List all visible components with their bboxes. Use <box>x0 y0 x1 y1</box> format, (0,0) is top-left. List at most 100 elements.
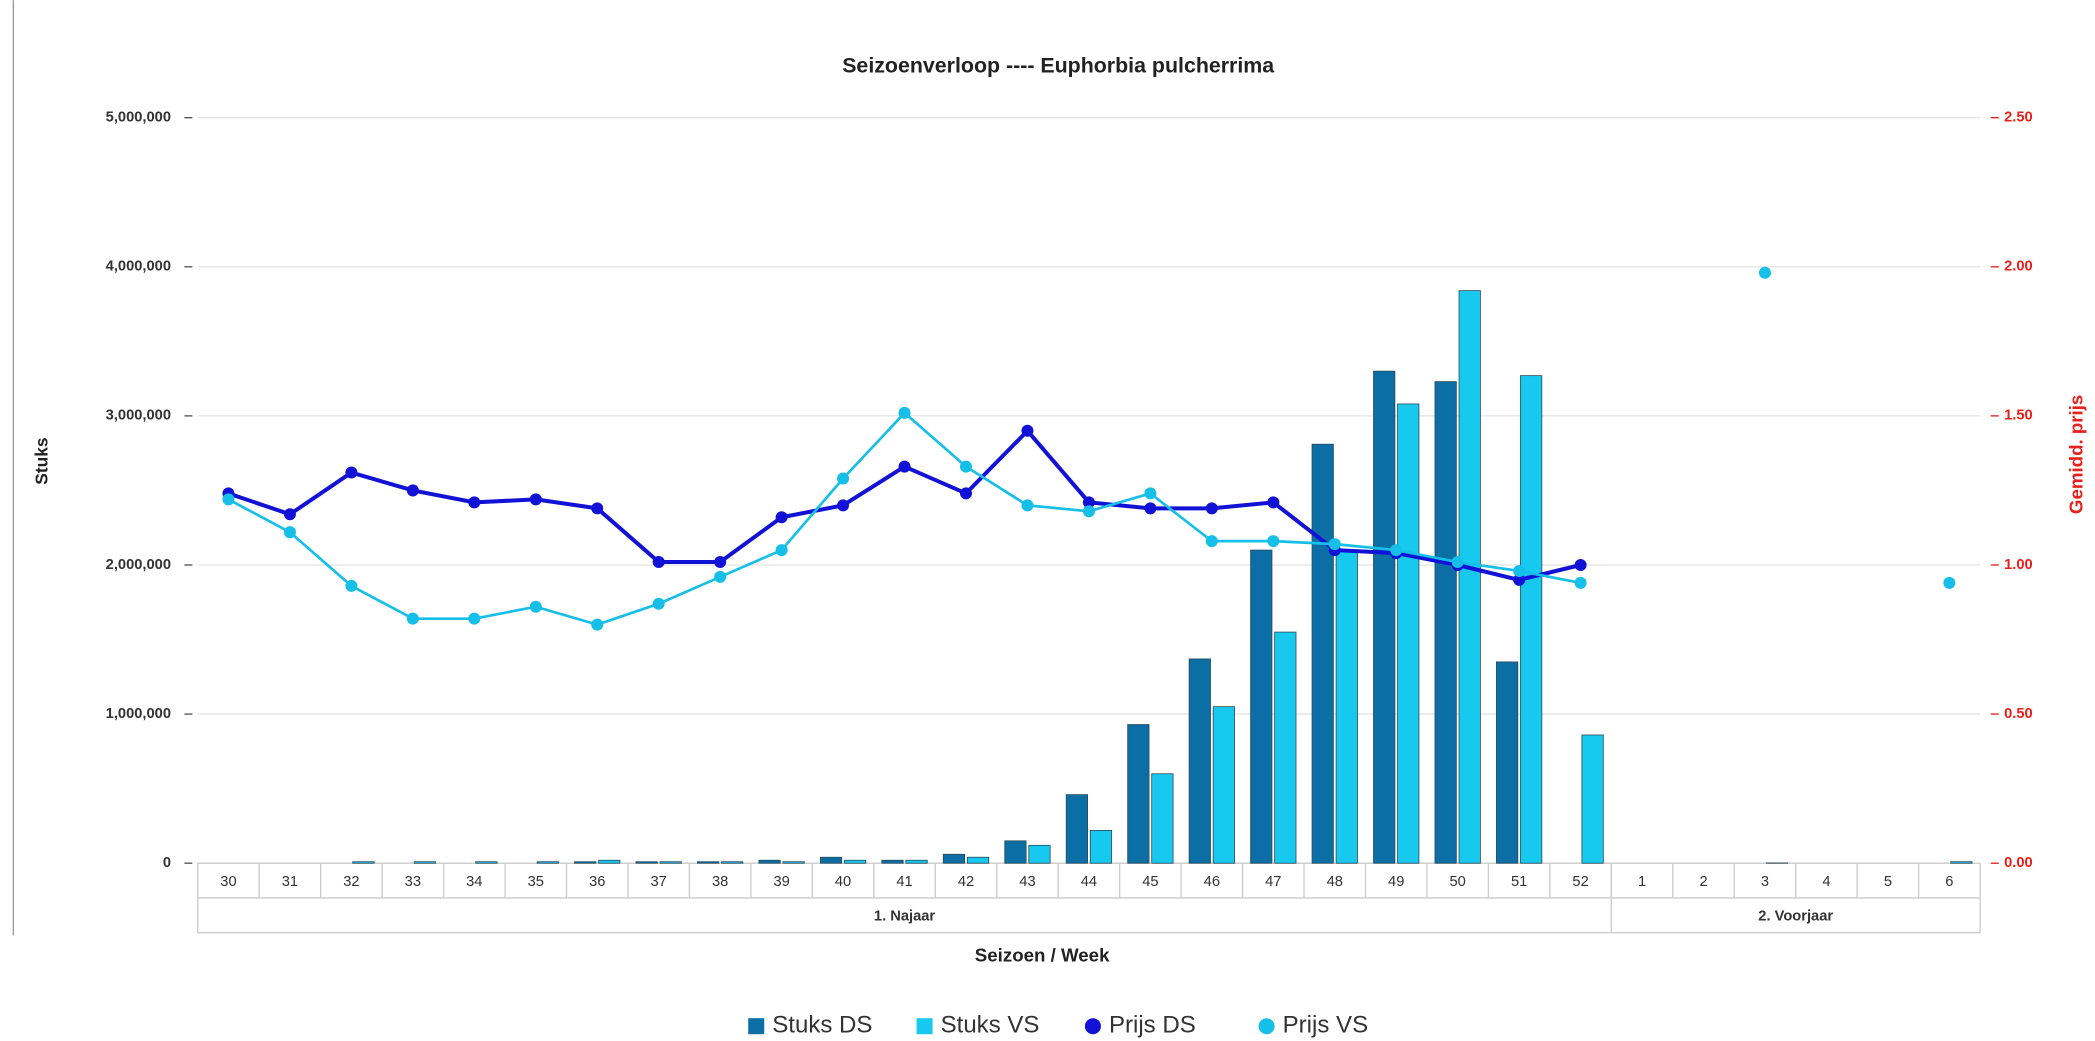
bar <box>1950 861 1973 864</box>
line-marker <box>775 511 788 524</box>
bar <box>574 861 597 864</box>
line-marker <box>714 555 727 569</box>
bar <box>1520 375 1543 864</box>
line-marker <box>1082 505 1095 518</box>
line-marker <box>406 612 419 625</box>
bar <box>1373 370 1396 864</box>
legend-label: Prijs DS <box>1109 1012 1196 1039</box>
y-tick-label: 0 <box>163 855 171 871</box>
bar <box>1434 381 1457 864</box>
legend-marker <box>748 1018 765 1035</box>
line-marker <box>959 487 973 500</box>
line-marker <box>714 570 727 583</box>
line-marker <box>1943 576 1956 589</box>
bar <box>1188 658 1211 864</box>
x-tick-label: 38 <box>712 874 728 890</box>
bar <box>1004 840 1027 864</box>
x-tick-label: 35 <box>528 874 544 890</box>
bar <box>635 861 658 864</box>
x-tick-label: 6 <box>1945 874 1953 890</box>
x-tick-label: 3 <box>1761 874 1769 890</box>
y-tick-label: 1,000,000 <box>106 706 171 722</box>
x-tick-label: 32 <box>343 874 359 890</box>
y2-tick-label: 0.00 <box>2004 855 2033 871</box>
x-tick-label: 47 <box>1265 874 1281 890</box>
x-tick-label: 44 <box>1081 874 1097 890</box>
bar <box>475 861 498 864</box>
y-tick-label: 4,000,000 <box>106 259 171 275</box>
line-marker <box>1267 496 1280 509</box>
y2-tick-label: 2.50 <box>2004 110 2033 126</box>
bar <box>1212 706 1235 864</box>
bar <box>905 859 928 864</box>
x-tick-label: 45 <box>1142 874 1158 890</box>
line-marker <box>837 472 850 485</box>
bar <box>1311 443 1334 864</box>
legend-marker <box>916 1018 933 1035</box>
x-tick-label: 36 <box>589 874 605 890</box>
line-marker <box>1574 576 1587 589</box>
legend-marker <box>1258 1018 1275 1035</box>
x-tick-label: 41 <box>896 874 912 890</box>
bar <box>659 861 682 864</box>
line-marker <box>591 618 604 631</box>
y-tick-label: 5,000,000 <box>106 110 171 126</box>
x-tick-label: 2 <box>1699 874 1707 890</box>
line-marker <box>345 466 358 479</box>
y-tick-label: 2,000,000 <box>106 557 171 573</box>
legend-label: Stuks VS <box>941 1012 1040 1039</box>
line-marker <box>591 502 604 515</box>
group-label: 1. Najaar <box>874 909 936 925</box>
line-marker <box>1513 573 1526 586</box>
line-marker <box>1205 502 1218 515</box>
y2-tick-label: 2.00 <box>2004 259 2033 275</box>
bar <box>966 856 990 864</box>
x-tick-label: 51 <box>1511 874 1527 890</box>
bar <box>1250 549 1273 864</box>
x-tick-label: 37 <box>651 874 667 890</box>
line-marker <box>1205 535 1218 548</box>
line-marker <box>222 493 235 506</box>
x-tick-label: 31 <box>282 874 298 890</box>
x-tick-label: 5 <box>1884 874 1892 890</box>
bar <box>1335 549 1358 864</box>
line-marker <box>1451 555 1464 569</box>
line-marker <box>345 579 358 592</box>
line-marker <box>1021 499 1034 512</box>
x-tick-label: 30 <box>220 874 236 890</box>
chart-title: Seizoenverloop ---- Euphorbia pulcherrim… <box>842 54 1275 78</box>
line-marker <box>1513 564 1526 577</box>
bar <box>598 859 621 864</box>
bar <box>1065 794 1088 864</box>
x-tick-label: 33 <box>405 874 421 890</box>
line-marker <box>1144 502 1157 515</box>
bar <box>1458 290 1481 864</box>
bar <box>1274 631 1297 864</box>
x-tick-label: 40 <box>835 874 851 890</box>
x-tick-label: 43 <box>1019 874 1035 890</box>
bar <box>844 859 867 864</box>
line-marker <box>775 544 788 557</box>
line-marker <box>1328 538 1341 551</box>
x-tick-label: 34 <box>466 874 482 890</box>
bar <box>697 861 720 864</box>
line-marker <box>529 600 542 613</box>
line-marker <box>283 508 296 521</box>
bar <box>413 861 436 864</box>
line <box>228 413 1949 625</box>
line-marker <box>283 526 296 539</box>
bar <box>1397 403 1420 864</box>
bar <box>1028 844 1051 864</box>
line-marker <box>837 499 850 512</box>
line-marker <box>652 555 665 569</box>
line-marker <box>406 484 419 497</box>
line-marker <box>1390 544 1403 557</box>
y2-tick-label: 1.00 <box>2004 557 2033 573</box>
y-axis-title: Stuks <box>31 437 51 484</box>
bar <box>819 856 843 864</box>
x-tick-label: 4 <box>1822 874 1830 890</box>
bar <box>1496 661 1519 864</box>
bar <box>1127 724 1150 864</box>
